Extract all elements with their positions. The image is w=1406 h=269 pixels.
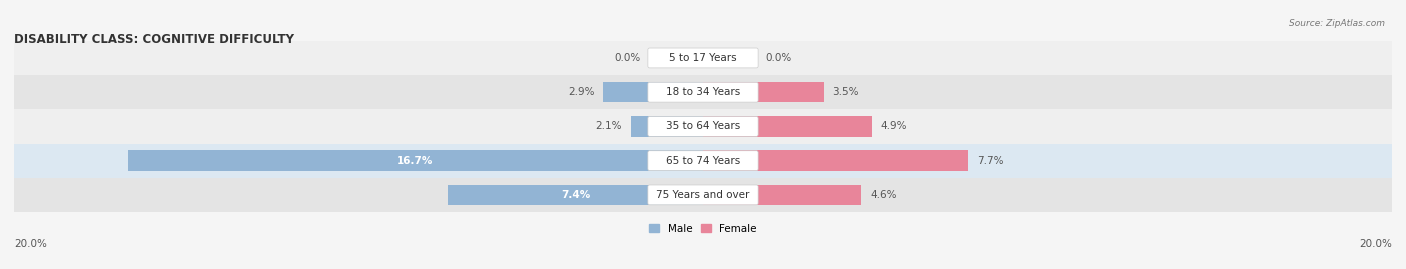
Text: 18 to 34 Years: 18 to 34 Years [666,87,740,97]
FancyBboxPatch shape [648,48,758,68]
Text: 7.7%: 7.7% [977,156,1004,166]
Text: 20.0%: 20.0% [1360,239,1392,249]
Bar [449,185,703,205]
Text: 2.9%: 2.9% [568,87,595,97]
FancyBboxPatch shape [648,82,758,102]
Bar [631,116,703,137]
Text: 20.0%: 20.0% [14,239,46,249]
Bar [703,82,824,102]
Text: 0.0%: 0.0% [765,53,792,63]
Bar [14,75,1392,109]
Text: 4.9%: 4.9% [880,121,907,132]
Bar [128,150,703,171]
Text: 75 Years and over: 75 Years and over [657,190,749,200]
Bar [603,82,703,102]
Bar [14,109,1392,144]
Text: 3.5%: 3.5% [832,87,859,97]
Bar [703,116,872,137]
Text: 4.6%: 4.6% [870,190,897,200]
Text: 0.0%: 0.0% [614,53,641,63]
Bar [703,185,862,205]
Text: 2.1%: 2.1% [596,121,621,132]
Bar [703,150,969,171]
Text: 16.7%: 16.7% [396,156,433,166]
FancyBboxPatch shape [648,116,758,136]
Text: DISABILITY CLASS: COGNITIVE DIFFICULTY: DISABILITY CLASS: COGNITIVE DIFFICULTY [14,33,294,46]
Text: 35 to 64 Years: 35 to 64 Years [666,121,740,132]
Legend: Male, Female: Male, Female [645,220,761,238]
Text: Source: ZipAtlas.com: Source: ZipAtlas.com [1289,19,1385,28]
Text: 7.4%: 7.4% [561,190,591,200]
Bar [14,178,1392,212]
Bar [14,144,1392,178]
Text: 65 to 74 Years: 65 to 74 Years [666,156,740,166]
FancyBboxPatch shape [648,185,758,205]
Text: 5 to 17 Years: 5 to 17 Years [669,53,737,63]
FancyBboxPatch shape [648,151,758,171]
Bar [14,41,1392,75]
